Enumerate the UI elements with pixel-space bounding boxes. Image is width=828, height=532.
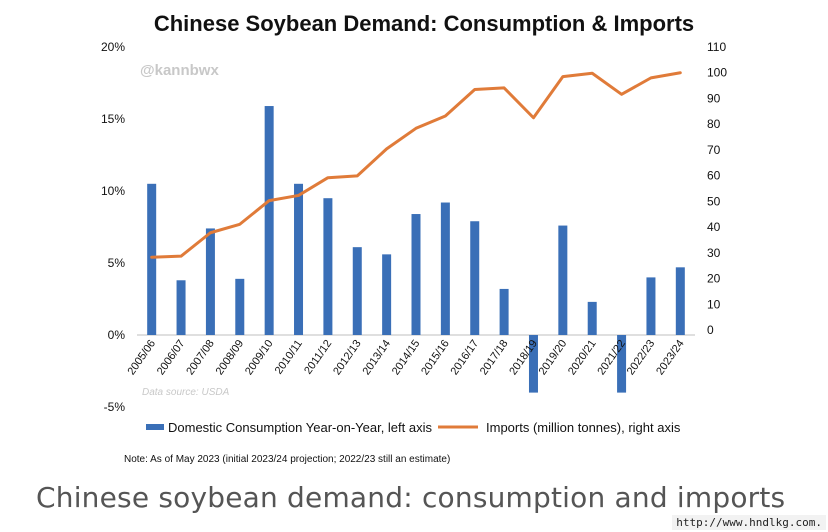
x-axis-category-label: 2014/15 <box>390 338 423 377</box>
x-axis-category-label: 2020/21 <box>566 338 599 377</box>
legend-line-label: Imports (million tonnes), right axis <box>486 420 681 435</box>
legend-bar-label: Domestic Consumption Year-on-Year, left … <box>168 420 432 435</box>
chart-note: Note: As of May 2023 (initial 2023/24 pr… <box>124 454 450 465</box>
right-axis-tick-label: 0 <box>707 323 714 337</box>
consumption-bar <box>440 202 450 335</box>
x-axis-category-label: 2009/10 <box>243 338 276 377</box>
x-axis-category-label: 2022/23 <box>625 338 658 377</box>
right-axis-tick-label: 70 <box>707 143 721 157</box>
right-axis-tick-label: 50 <box>707 194 721 208</box>
consumption-bar <box>323 198 333 335</box>
right-axis-tick-label: 100 <box>707 66 727 80</box>
x-axis-labels: 2005/062006/072007/082008/092009/102010/… <box>126 338 687 377</box>
consumption-bar <box>235 278 245 335</box>
consumption-bar <box>528 335 538 393</box>
x-axis-category-label: 2006/07 <box>155 338 188 377</box>
right-axis-tick-label: 40 <box>707 220 721 234</box>
imports-line <box>150 71 682 259</box>
consumption-bar <box>646 277 656 335</box>
consumption-bar <box>294 183 304 335</box>
right-axis-tick-label: 10 <box>707 297 721 311</box>
x-axis-category-label: 2007/08 <box>184 338 217 377</box>
x-axis-category-label: 2023/24 <box>654 338 687 377</box>
left-axis-tick-label: 20% <box>101 40 125 54</box>
watermark-text: @kannbwx <box>140 62 219 79</box>
left-axis-tick-label: 0% <box>108 328 126 342</box>
x-axis-category-label: 2005/06 <box>126 338 159 377</box>
consumption-bar <box>470 221 480 335</box>
right-axis-tick-label: 20 <box>707 272 721 286</box>
source-label: Data source: USDA <box>142 387 230 398</box>
consumption-bar <box>675 267 685 335</box>
right-axis-tick-label: 110 <box>707 40 726 54</box>
consumption-bar <box>411 214 421 335</box>
site-url-watermark: http://www.hndlkg.com. <box>672 515 826 530</box>
x-axis-category-label: 2013/14 <box>360 338 393 377</box>
right-axis-tick-label: 60 <box>707 169 721 183</box>
chart-title: Chinese Soybean Demand: Consumption & Im… <box>154 11 694 36</box>
legend: Domestic Consumption Year-on-Year, left … <box>146 420 681 435</box>
right-axis-tick-label: 30 <box>707 246 721 260</box>
right-axis-tick-label: 80 <box>707 117 721 131</box>
consumption-bar <box>176 280 186 335</box>
left-axis-ticks: -5% 0% 5% 10% 15% 20% <box>101 40 125 414</box>
left-axis-tick-label: -5% <box>104 400 126 414</box>
x-axis-category-label: 2010/11 <box>273 338 305 377</box>
consumption-bar <box>205 228 215 335</box>
x-axis-category-label: 2017/18 <box>478 338 511 377</box>
x-axis-category-label: 2012/13 <box>331 338 364 377</box>
left-axis-tick-label: 10% <box>101 184 125 198</box>
legend-bar-swatch <box>146 424 164 430</box>
bar-series <box>147 106 685 393</box>
left-axis-tick-label: 15% <box>101 112 125 126</box>
consumption-bar <box>352 247 362 335</box>
consumption-bar <box>587 301 597 335</box>
x-axis-category-label: 2019/20 <box>537 338 570 377</box>
x-axis-category-label: 2008/09 <box>214 338 247 377</box>
consumption-bar <box>264 106 274 335</box>
x-axis-category-label: 2016/17 <box>449 338 482 377</box>
x-axis-category-label: 2011/12 <box>302 338 334 377</box>
consumption-bar <box>382 254 392 335</box>
consumption-bar <box>499 288 509 335</box>
consumption-bar <box>558 225 568 335</box>
right-axis-tick-label: 90 <box>707 91 721 105</box>
image-caption: Chinese soybean demand: consumption and … <box>36 481 786 514</box>
left-axis-tick-label: 5% <box>108 256 126 270</box>
right-axis-ticks: 0 10 20 30 40 50 60 70 80 90 100 110 <box>707 40 727 337</box>
consumption-bar <box>147 183 157 335</box>
x-axis-category-label: 2015/16 <box>419 338 452 377</box>
chart: Chinese Soybean Demand: Consumption & Im… <box>101 11 727 465</box>
consumption-bar <box>617 335 627 393</box>
